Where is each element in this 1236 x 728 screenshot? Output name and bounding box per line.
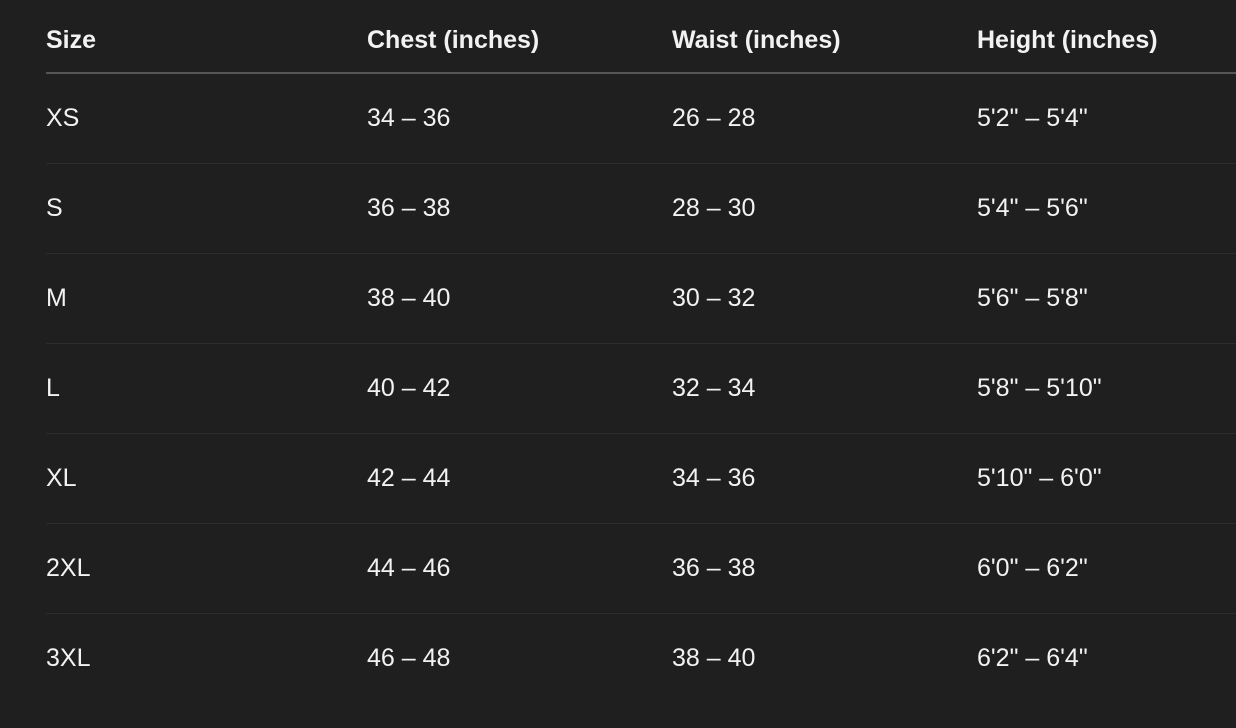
measure-cell: 38 – 40 [367, 284, 451, 312]
row-divider [46, 253, 1236, 254]
row-divider [46, 523, 1236, 524]
measure-cell: 42 – 44 [367, 464, 451, 492]
row-divider [46, 163, 1236, 164]
row-divider [46, 343, 1236, 344]
column-header: Size [46, 26, 97, 54]
measure-cell: 5'8" – 5'10" [977, 374, 1102, 402]
measure-cell: 5'2" – 5'4" [977, 104, 1088, 132]
measure-cell: 38 – 40 [672, 644, 756, 672]
column-header: Height (inches) [977, 26, 1158, 54]
measure-cell: 6'2" – 6'4" [977, 644, 1088, 672]
measure-cell: 32 – 34 [672, 374, 756, 402]
size-cell: L [46, 374, 60, 402]
measure-cell: 26 – 28 [672, 104, 756, 132]
measure-cell: 44 – 46 [367, 554, 451, 582]
size-cell: S [46, 194, 63, 222]
column-header: Waist (inches) [672, 26, 841, 54]
measure-cell: 36 – 38 [672, 554, 756, 582]
measure-cell: 5'6" – 5'8" [977, 284, 1088, 312]
size-cell: M [46, 284, 67, 312]
header-divider [46, 72, 1236, 74]
measure-cell: 34 – 36 [672, 464, 756, 492]
measure-cell: 34 – 36 [367, 104, 451, 132]
column-header: Chest (inches) [367, 26, 540, 54]
size-cell: 3XL [46, 644, 91, 672]
size-cell: 2XL [46, 554, 91, 582]
size-cell: XS [46, 104, 80, 132]
measure-cell: 46 – 48 [367, 644, 451, 672]
row-divider [46, 613, 1236, 614]
measure-cell: 5'10" – 6'0" [977, 464, 1102, 492]
measure-cell: 40 – 42 [367, 374, 451, 402]
measure-cell: 6'0" – 6'2" [977, 554, 1088, 582]
measure-cell: 28 – 30 [672, 194, 756, 222]
measure-cell: 5'4" – 5'6" [977, 194, 1088, 222]
measure-cell: 36 – 38 [367, 194, 451, 222]
size-cell: XL [46, 464, 77, 492]
row-divider [46, 433, 1236, 434]
measure-cell: 30 – 32 [672, 284, 756, 312]
